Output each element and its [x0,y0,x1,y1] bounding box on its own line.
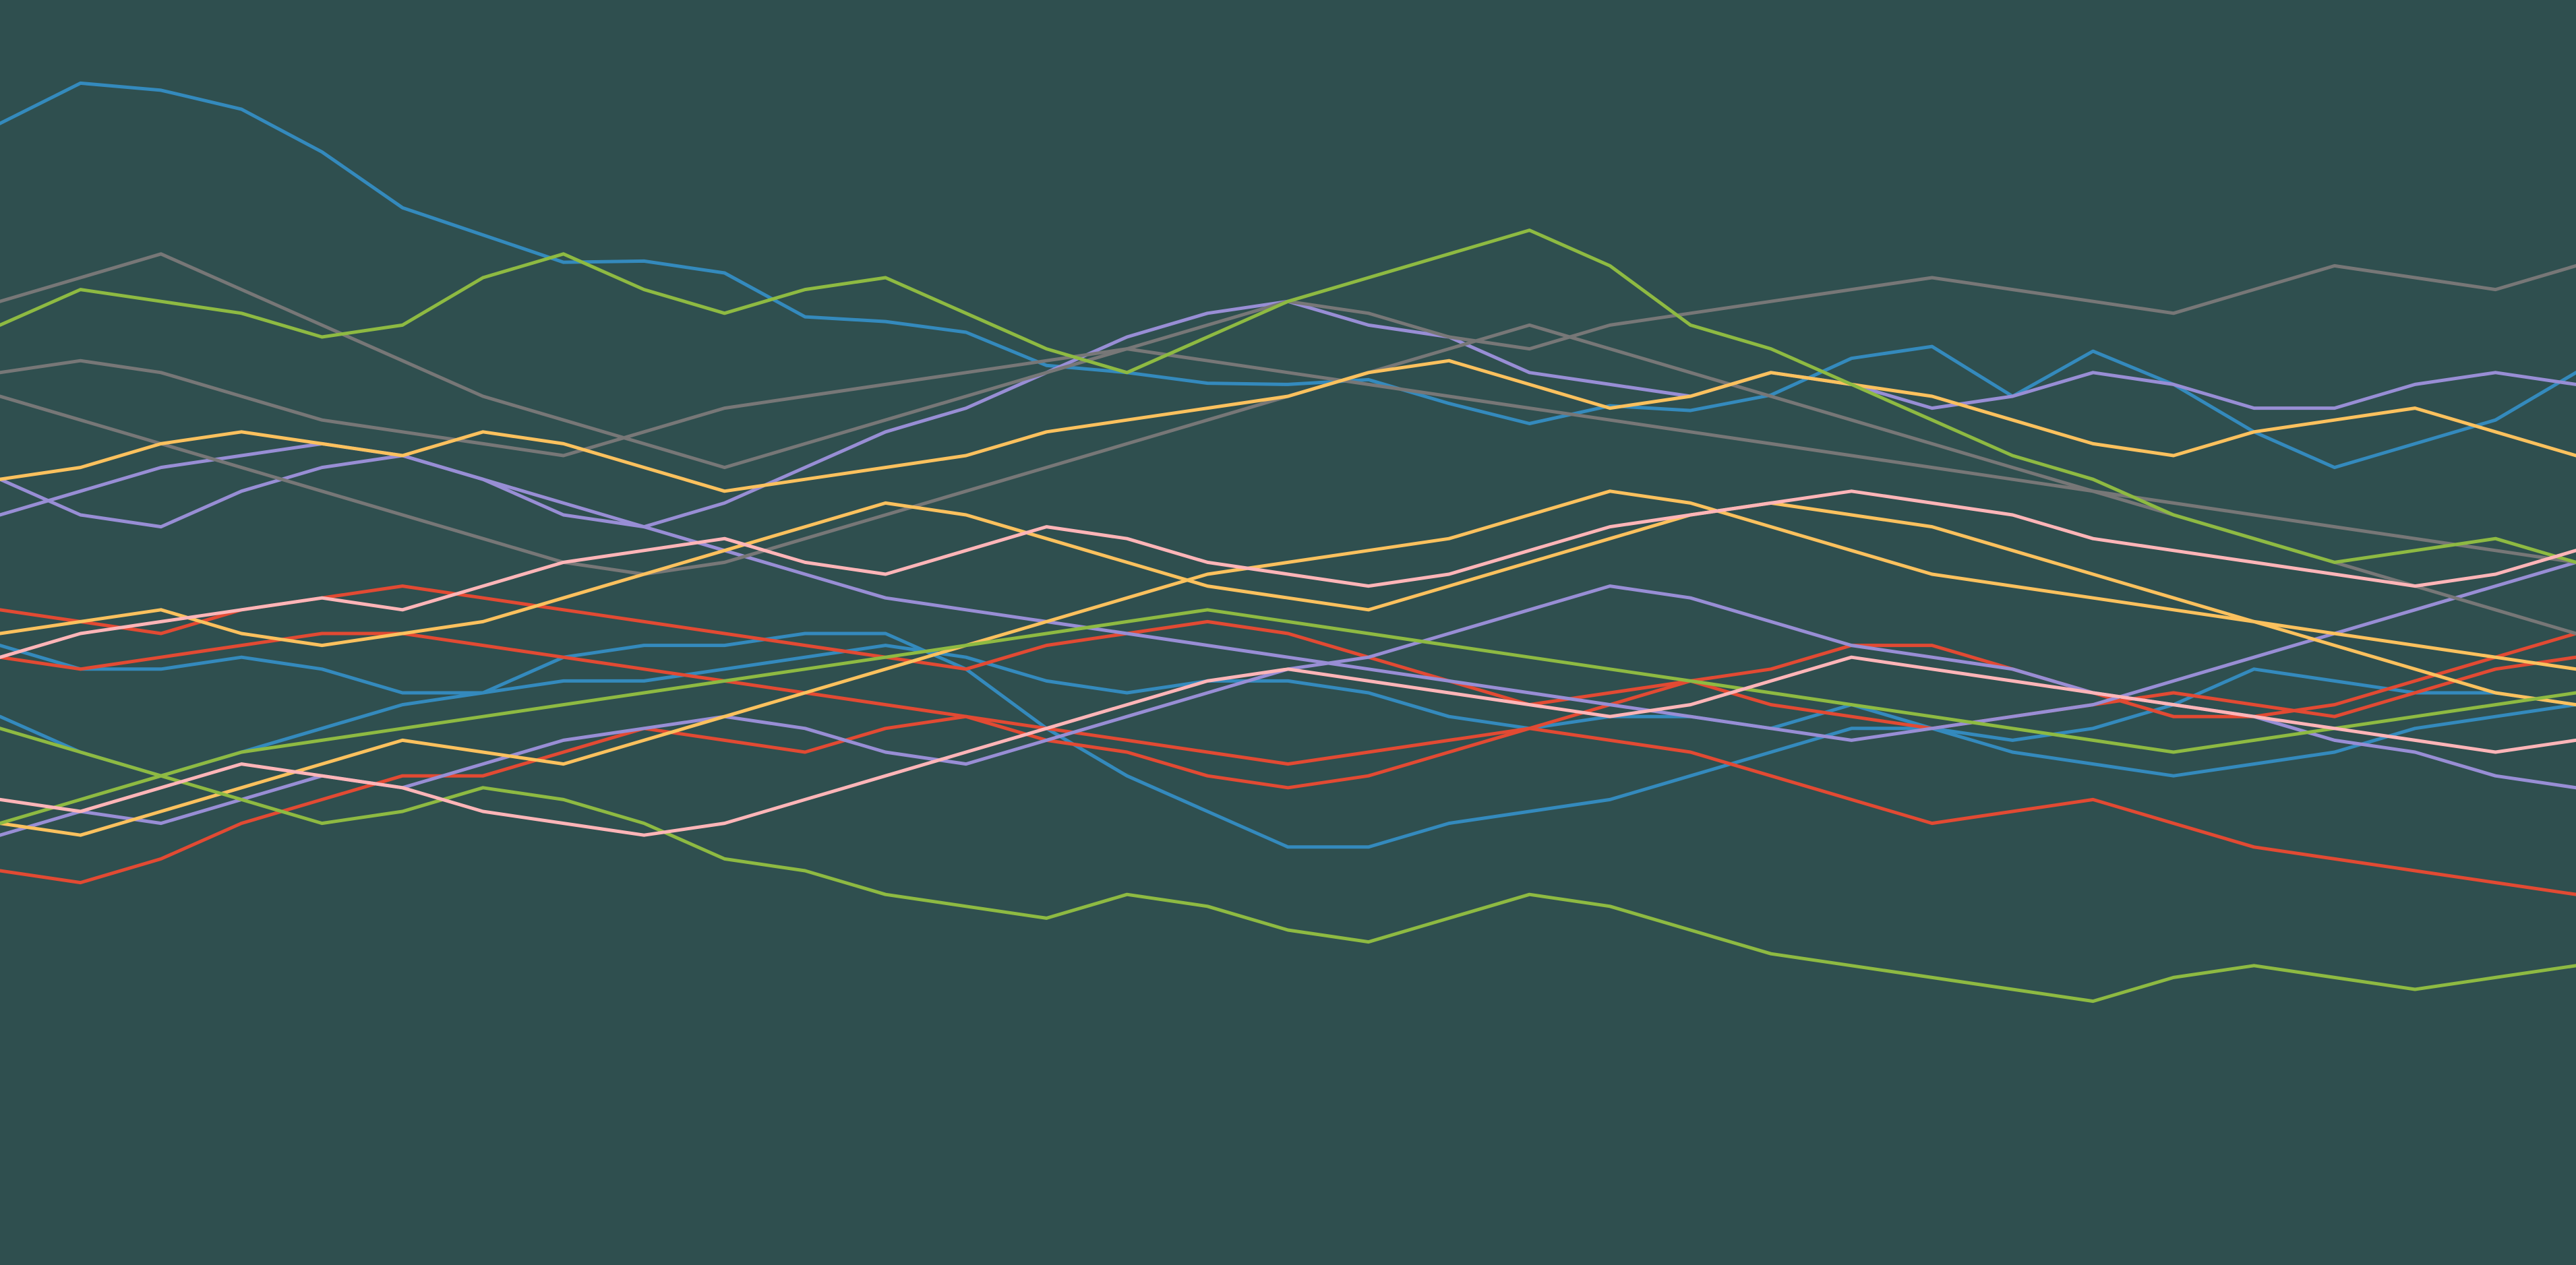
series-line-12 [0,347,2576,564]
series-line-18 [0,608,2576,826]
series-line-16 [0,228,2576,564]
series-line-5 [0,655,2576,885]
series-line-1 [0,81,2576,470]
series-line-19 [0,489,2576,659]
series-line-20 [0,655,2576,837]
series-line-17 [0,727,2576,1004]
series-line-2 [0,644,2576,742]
series-line-9 [0,441,2576,742]
series-line-15 [0,489,2576,837]
series-line-13 [0,359,2576,493]
series-line-14 [0,501,2576,707]
series-line-11 [0,323,2576,636]
series-group [0,81,2576,1004]
series-line-10 [0,252,2576,470]
series-line-3 [0,631,2576,849]
series-line-4 [0,584,2576,718]
series-line-6 [0,631,2576,896]
series-line-7 [0,299,2576,529]
series-line-8 [0,584,2576,837]
